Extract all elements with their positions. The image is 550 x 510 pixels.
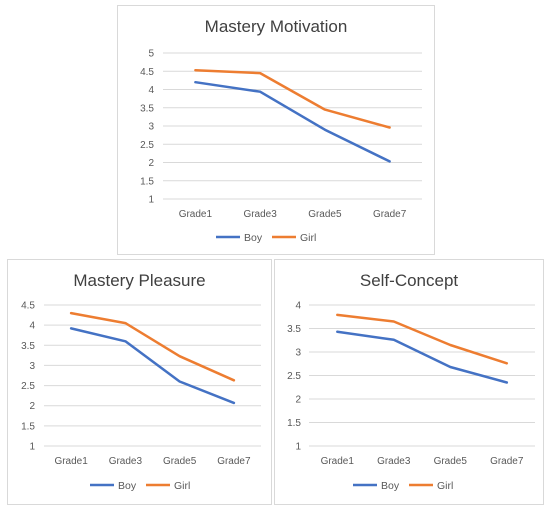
- y-tick-label: 2: [295, 395, 301, 406]
- y-tick-label: 2: [29, 401, 35, 412]
- y-tick-label: 3: [148, 122, 154, 133]
- x-tick-label: Grade1: [179, 209, 213, 220]
- x-tick-label: Grade5: [434, 456, 468, 467]
- x-tick-label: Grade3: [109, 456, 143, 467]
- x-tick-label: Grade3: [377, 456, 411, 467]
- x-tick-label: Grade1: [54, 456, 88, 467]
- y-tick-label: 2.5: [21, 381, 35, 392]
- series-line-girl: [69, 311, 236, 382]
- chart-panel-mastery-pleasure: Mastery Pleasure 1 1.5 2 2.5 3 3.5 4 4.5 Grade1 Gr…: [7, 259, 272, 505]
- y-tick-label: 1: [29, 442, 35, 453]
- legend-label-boy: Boy: [244, 232, 263, 244]
- y-tick-label: 3.5: [140, 103, 154, 114]
- series-line-boy: [194, 80, 391, 163]
- y-tick-label: 3.5: [21, 341, 35, 352]
- series-line-girl: [194, 68, 391, 129]
- legend-label-girl: Girl: [174, 480, 190, 492]
- chart-title: Self-Concept: [360, 271, 459, 290]
- y-tick-label: 2.5: [140, 140, 154, 151]
- x-tick-label: Grade3: [243, 209, 277, 220]
- series-line-boy: [336, 330, 509, 384]
- y-tick-label: 4: [29, 321, 35, 332]
- y-tick-label: 4: [295, 301, 301, 312]
- chart-mastery-pleasure: Mastery Pleasure 1 1.5 2 2.5 3 3.5 4 4.5 Grade1 Gr…: [21, 271, 261, 492]
- y-tick-label: 1.5: [21, 421, 35, 432]
- y-tick-label: 4.5: [21, 301, 35, 312]
- x-tick-label: Grade5: [163, 456, 197, 467]
- y-tick-label: 5: [148, 49, 154, 60]
- x-tick-label: Grade7: [490, 456, 524, 467]
- x-tick-label: Grade5: [308, 209, 342, 220]
- y-tick-label: 2.5: [287, 371, 301, 382]
- y-tick-label: 4.5: [140, 67, 154, 78]
- series-line-boy: [69, 327, 236, 405]
- y-tick-label: 1.5: [287, 418, 301, 429]
- y-tick-label: 3: [295, 348, 301, 359]
- x-tick-label: Grade1: [321, 456, 355, 467]
- chart-mastery-motivation: Mastery Motivation 1 1.5 2 2.5 3 3.5 4 4.5 5 Grade…: [140, 17, 422, 244]
- chart-self-concept: Self-Concept 1 1.5 2 2.5 3 3.5 4 Grade1 Grade3 Gra…: [287, 271, 535, 492]
- chart-title: Mastery Pleasure: [73, 271, 205, 290]
- series-line-girl: [336, 313, 509, 365]
- chart-panel-self-concept: Self-Concept 1 1.5 2 2.5 3 3.5 4 Grade1 Grade3 Gra…: [274, 259, 544, 505]
- y-tick-label: 4: [148, 85, 154, 96]
- y-tick-label: 3: [29, 361, 35, 372]
- legend-label-girl: Girl: [437, 480, 453, 492]
- legend-label-boy: Boy: [118, 480, 137, 492]
- x-tick-label: Grade7: [373, 209, 407, 220]
- y-tick-label: 3.5: [287, 324, 301, 335]
- legend-label-boy: Boy: [381, 480, 400, 492]
- chart-panel-mastery-motivation: Mastery Motivation 1 1.5 2 2.5 3 3.5 4 4.5 5 Grade…: [117, 5, 435, 255]
- y-tick-label: 1: [148, 195, 154, 206]
- legend-label-girl: Girl: [300, 232, 316, 244]
- x-tick-label: Grade7: [217, 456, 251, 467]
- chart-title: Mastery Motivation: [205, 17, 348, 36]
- y-tick-label: 2: [148, 158, 154, 169]
- y-tick-label: 1.5: [140, 176, 154, 187]
- y-tick-label: 1: [295, 442, 301, 453]
